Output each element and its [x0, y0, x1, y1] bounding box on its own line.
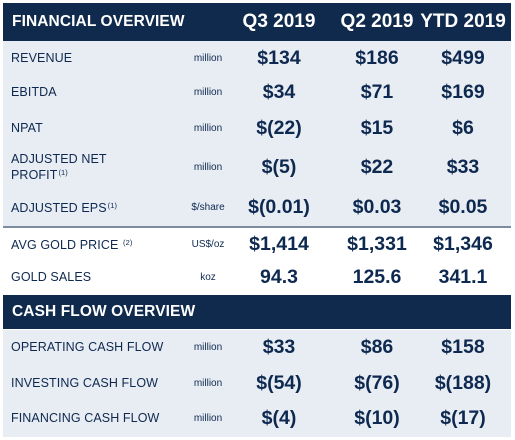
row-label: REVENUE: [11, 41, 72, 75]
row-label-text: AVG GOLD PRICE: [11, 238, 119, 252]
value-q3: 94.3: [260, 265, 298, 288]
value-q3: $(54): [256, 371, 302, 394]
row-unit: million: [193, 161, 223, 173]
value-ytd: $6: [452, 116, 474, 139]
value-q3: $33: [262, 336, 296, 358]
row-label: INVESTING CASH FLOW: [11, 365, 158, 401]
value-q2: $86: [360, 336, 394, 358]
value-ytd: $33: [446, 155, 480, 178]
row-label-text: OPERATING CASH FLOW: [11, 340, 164, 354]
row-unit: US$/oz: [191, 238, 225, 250]
table-row-investing-cash-flow: INVESTING CASH FLOW million $(54) $(76) …: [3, 365, 511, 401]
financial-overview-title: FINANCIAL OVERVIEW: [12, 13, 185, 30]
footnote-marker: (1): [58, 167, 68, 177]
table-row-ebitda: EBITDA million $34 $71 $169: [3, 75, 511, 110]
table-row-avg-gold-price: AVG GOLD PRICE (2) US$/oz $1,414 $1,331 …: [3, 228, 511, 260]
row-unit: koz: [200, 271, 216, 283]
row-label: OPERATING CASH FLOW: [11, 330, 163, 365]
row-label: ADJUSTED EPS(1): [11, 188, 117, 226]
row-unit: million: [193, 122, 223, 134]
value-q2: $22: [360, 155, 394, 178]
value-q2: $71: [360, 81, 394, 103]
value-q3: $134: [257, 46, 301, 69]
row-label: EBITDA: [11, 75, 57, 110]
footnote-marker: (2): [123, 238, 133, 247]
value-ytd: $499: [441, 46, 485, 69]
value-q3: $(0.01): [248, 195, 310, 218]
value-ytd: $(17): [440, 406, 486, 429]
row-label: GOLD SALES: [11, 260, 91, 294]
row-label: ADJUSTED NET PROFIT(1): [11, 146, 121, 188]
row-label-text: GOLD SALES: [11, 269, 92, 284]
cashflow-overview-title: CASH FLOW OVERVIEW: [12, 303, 196, 320]
financial-overview-header: FINANCIAL OVERVIEW Q3 2019 Q2 2019 YTD 2…: [3, 3, 511, 41]
row-unit: million: [193, 412, 223, 424]
row-label-text: ADJUSTED EPS: [11, 201, 107, 215]
value-q2: $1,331: [347, 232, 407, 255]
footnote-marker: (1): [107, 201, 118, 210]
value-ytd: 341.1: [438, 265, 488, 288]
value-ytd: $0.05: [438, 195, 488, 218]
value-q3: $(22): [256, 116, 302, 139]
row-label-text: ADJUSTED NET PROFIT: [11, 151, 107, 182]
column-header-q3-2019: Q3 2019: [242, 11, 316, 32]
value-q3: $1,414: [249, 232, 309, 255]
table-row-revenue: REVENUE million $134 $186 $499: [3, 41, 511, 75]
row-label-text: FINANCING CASH FLOW: [11, 410, 160, 425]
row-unit: $/share: [191, 201, 225, 213]
row-label-text: INVESTING CASH FLOW: [11, 375, 159, 390]
value-ytd: $1,346: [433, 232, 493, 255]
financial-rows-background: [3, 41, 511, 227]
column-header-ytd-2019: YTD 2019: [420, 11, 506, 32]
row-label-text: REVENUE: [11, 50, 73, 65]
cashflow-overview-header: CASH FLOW OVERVIEW: [3, 295, 511, 329]
value-ytd: $(188): [434, 371, 492, 394]
value-q2: 125.6: [352, 265, 402, 288]
row-unit: million: [193, 87, 223, 98]
table-row-operating-cash-flow: OPERATING CASH FLOW million $33 $86 $158: [3, 330, 511, 365]
value-q2: $0.03: [352, 195, 402, 218]
value-q2: $15: [360, 116, 394, 139]
value-q2: $(10): [354, 406, 400, 429]
column-header-q2-2019: Q2 2019: [340, 11, 414, 32]
value-q3: $(4): [261, 406, 297, 429]
table-row-financing-cash-flow: FINANCING CASH FLOW million $(4) $(10) $…: [3, 401, 511, 435]
row-label: NPAT: [11, 110, 43, 146]
value-q2: $(76): [354, 371, 400, 394]
section-divider: [3, 226, 511, 228]
table-row-npat: NPAT million $(22) $15 $6: [3, 110, 511, 146]
row-label-text: EBITDA: [11, 85, 57, 99]
table-row-adjusted-eps: ADJUSTED EPS(1) $/share $(0.01) $0.03 $0…: [3, 188, 511, 226]
table-row-gold-sales: GOLD SALES koz 94.3 125.6 341.1: [3, 260, 511, 294]
table-row-adjusted-net-profit: ADJUSTED NET PROFIT(1) million $(5) $22 …: [3, 146, 511, 188]
row-label: FINANCING CASH FLOW: [11, 401, 159, 435]
value-q2: $186: [355, 46, 399, 69]
cashflow-rows-background: [3, 330, 511, 437]
row-unit: million: [193, 342, 223, 353]
value-ytd: $169: [441, 81, 485, 103]
row-unit: million: [193, 377, 223, 389]
row-unit: million: [193, 52, 223, 64]
value-q3: $34: [262, 81, 296, 103]
value-ytd: $158: [441, 336, 485, 358]
row-label: AVG GOLD PRICE (2): [11, 228, 133, 260]
value-q3: $(5): [261, 155, 297, 178]
row-label-text: NPAT: [11, 120, 43, 135]
